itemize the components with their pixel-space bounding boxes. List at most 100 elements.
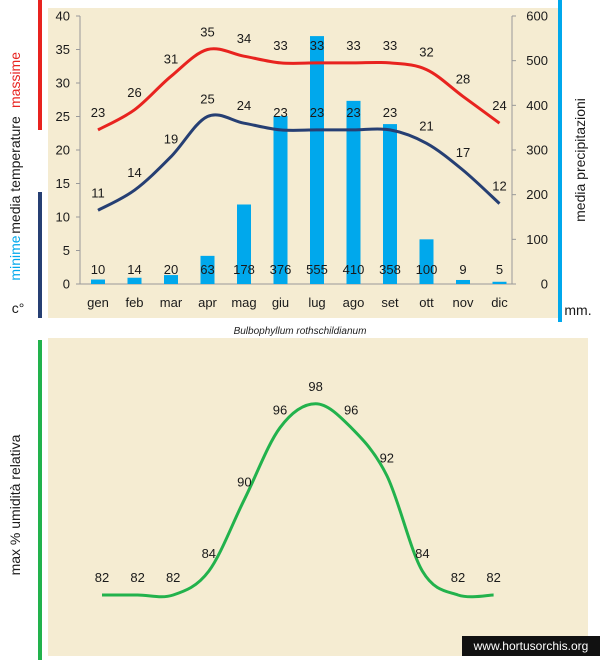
precipitation-bar — [237, 204, 251, 284]
precipitation-bar — [492, 281, 507, 284]
left-tick-label: 0 — [63, 277, 70, 292]
precipitation-label: 410 — [343, 262, 365, 277]
humidity-label: 84 — [202, 546, 216, 561]
precipitation-bar — [346, 100, 361, 284]
max-temperature-label: 35 — [200, 25, 214, 40]
min-temperature-label: 25 — [200, 92, 214, 107]
right-tick-label: 100 — [526, 232, 548, 247]
max-temperature-label: 28 — [456, 71, 470, 86]
min-temperature-label: 14 — [127, 165, 141, 180]
max-temperature-label: 26 — [127, 85, 141, 100]
left-tick-label: 35 — [56, 42, 70, 57]
precipitation-bar — [456, 279, 470, 284]
left-tick-label: 25 — [56, 109, 70, 124]
max-temperature-label: 34 — [237, 31, 251, 46]
humidity-label: 82 — [130, 570, 144, 585]
humidity-label: 90 — [237, 474, 251, 489]
watermark: www.hortusorchis.org — [473, 639, 589, 653]
min-temperature-label: 12 — [492, 179, 506, 194]
left-tick-label: 15 — [56, 176, 70, 191]
precipitation-bar — [310, 36, 324, 284]
temperature-panel — [48, 8, 558, 318]
left-tick-label: 30 — [56, 76, 70, 91]
month-tick-label: giu — [272, 295, 289, 310]
left-tick-label: 5 — [63, 243, 70, 258]
month-tick-label: mag — [231, 295, 256, 310]
right-tick-label: 300 — [526, 143, 548, 158]
month-tick-label: apr — [198, 295, 217, 310]
precipitation-label: 5 — [496, 262, 503, 277]
humidity-label: 84 — [415, 546, 429, 561]
max-temperature-label: 32 — [419, 45, 433, 60]
right-tick-label: 500 — [526, 53, 548, 68]
min-temperature-label: 23 — [346, 105, 360, 120]
left-tick-label: 40 — [56, 9, 70, 24]
month-tick-label: gen — [87, 295, 109, 310]
precipitation-label: 358 — [379, 262, 401, 277]
precipitation-label: 63 — [200, 262, 214, 277]
max-temperature-label: 33 — [346, 38, 360, 53]
precipitation-bar — [164, 275, 178, 284]
max-temperature-label: 33 — [310, 38, 324, 53]
precipitation-label: 10 — [91, 262, 105, 277]
humidity-label: 96 — [273, 403, 287, 418]
humidity-label: 82 — [451, 570, 465, 585]
max-temperature-label: 24 — [492, 98, 506, 113]
precipitation-label: 376 — [270, 262, 292, 277]
precipitation-bars — [91, 36, 507, 285]
max-axis-label: massime — [7, 52, 23, 108]
precipitation-bar — [127, 277, 142, 284]
precipitation-axis-label: media precipitazioni — [572, 98, 588, 222]
min-axis-label: minime — [7, 235, 23, 280]
humidity-label: 92 — [380, 451, 394, 466]
temperature-unit: c° — [12, 300, 25, 316]
humidity-label: 98 — [308, 379, 322, 394]
humidity-label: 82 — [95, 570, 109, 585]
min-temperature-label: 11 — [91, 185, 105, 200]
right-tick-label: 400 — [526, 98, 548, 113]
humidity-panel — [48, 338, 588, 656]
month-tick-label: ott — [419, 295, 434, 310]
min-temperature-line — [97, 113, 501, 212]
left-tick-label: 10 — [56, 210, 70, 225]
humidity-label: 82 — [486, 570, 500, 585]
month-tick-label: ago — [343, 295, 365, 310]
max-temperature-label: 33 — [383, 38, 397, 53]
precipitation-label: 178 — [233, 262, 255, 277]
max-temperature-line — [97, 47, 501, 132]
humidity-label: 82 — [166, 570, 180, 585]
humidity-chart: 82 82 82 84 90 96 98 96 92 84 82 82 — [95, 379, 501, 599]
left-tick-label: 20 — [56, 143, 70, 158]
precipitation-unit: mm. — [564, 302, 591, 318]
month-tick-label: set — [381, 295, 399, 310]
month-tick-label: feb — [125, 295, 143, 310]
max-temperature-label: 33 — [273, 38, 287, 53]
precipitation-label: 555 — [306, 262, 328, 277]
right-tick-label: 200 — [526, 187, 548, 202]
month-tick-label: dic — [491, 295, 508, 310]
min-temperature-label: 19 — [164, 132, 178, 147]
min-temperature-label: 24 — [237, 98, 251, 113]
precipitation-label: 20 — [164, 262, 178, 277]
precipitation-bar — [91, 279, 105, 284]
precipitation-bar — [383, 124, 397, 285]
month-tick-label: nov — [453, 295, 474, 310]
precipitation-label: 14 — [127, 262, 141, 277]
precipitation-bar — [273, 116, 288, 284]
humidity-label: 96 — [344, 403, 358, 418]
watermark-box — [462, 636, 600, 656]
precipitation-bar — [200, 255, 215, 284]
precipitation-bar — [419, 239, 434, 284]
max-temperature-label: 23 — [91, 105, 105, 120]
min-temperature-label: 21 — [419, 118, 433, 133]
precipitation-label: 100 — [416, 262, 438, 277]
temperature-axis-label: media temperature — [7, 116, 23, 234]
min-temperature-label: 17 — [456, 145, 470, 160]
month-tick-label: mar — [160, 295, 183, 310]
data-labels: 23 26 31 35 34 33 33 33 33 32 28 24 11 14 19 25 24 23 23 23… — [91, 25, 507, 278]
min-temperature-label: 23 — [273, 105, 287, 120]
chart-title: Bulbophyllum rothschildianum — [234, 326, 367, 337]
min-temperature-label: 23 — [310, 105, 324, 120]
